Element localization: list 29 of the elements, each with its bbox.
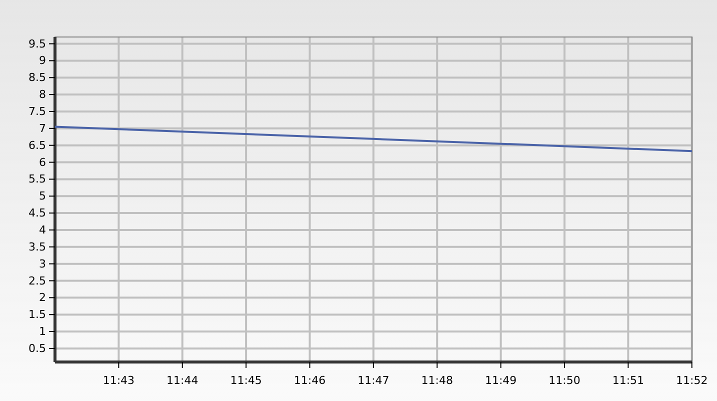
x-tick-label: 11:44	[166, 374, 198, 388]
x-tick-label: 11:46	[294, 374, 326, 388]
y-tick-label: 1.5	[28, 308, 46, 322]
y-tick-label: 2	[39, 291, 46, 304]
y-tick-label: 5.5	[28, 172, 46, 186]
x-tick-label: 11:51	[612, 374, 644, 388]
y-tick-label: 3.5	[28, 240, 46, 254]
y-tick-label: 4.5	[28, 206, 46, 220]
y-tick-label: 9	[39, 54, 46, 68]
y-tick-label: 2.5	[28, 274, 46, 288]
y-tick-label: 8.5	[28, 71, 46, 84]
y-tick-label: 0.5	[28, 342, 46, 355]
y-tick-label: 6.5	[28, 138, 46, 152]
y-tick-label: 6	[39, 156, 46, 169]
y-tick-label: 7.5	[28, 105, 46, 118]
y-tick-label: 3	[39, 257, 46, 270]
x-tick-label: 11:47	[358, 374, 390, 388]
x-tick-label: 11:43	[102, 374, 135, 388]
y-tick-label: 9.5	[28, 37, 46, 50]
y-tick-label: 4	[39, 223, 46, 236]
x-tick-label: 11:48	[421, 374, 453, 388]
x-tick-label: 11:49	[484, 374, 517, 388]
y-tick-label: 1	[39, 325, 46, 338]
x-tick-label: 11:50	[548, 374, 580, 388]
x-tick-label: 11:52	[676, 374, 708, 388]
x-tick-label: 11:45	[230, 374, 262, 388]
y-tick-label: 5	[39, 190, 46, 203]
y-tick-label: 8	[39, 88, 46, 102]
y-tick-label: 7	[39, 122, 46, 135]
